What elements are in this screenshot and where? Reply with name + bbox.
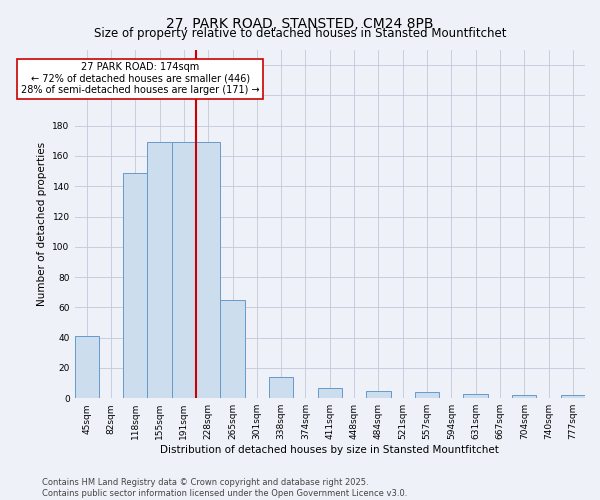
X-axis label: Distribution of detached houses by size in Stansted Mountfitchet: Distribution of detached houses by size … [160, 445, 499, 455]
Text: Size of property relative to detached houses in Stansted Mountfitchet: Size of property relative to detached ho… [94, 28, 506, 40]
Bar [463, 394, 488, 398]
Text: 27 PARK ROAD: 174sqm
← 72% of detached houses are smaller (446)
28% of semi-deta: 27 PARK ROAD: 174sqm ← 72% of detached h… [21, 62, 259, 96]
Bar [148, 142, 172, 398]
Text: 27, PARK ROAD, STANSTED, CM24 8PB: 27, PARK ROAD, STANSTED, CM24 8PB [166, 18, 434, 32]
Bar [74, 336, 99, 398]
Bar [123, 172, 148, 398]
Bar [560, 395, 585, 398]
Y-axis label: Number of detached properties: Number of detached properties [37, 142, 47, 306]
Bar [366, 390, 391, 398]
Bar [269, 377, 293, 398]
Bar [196, 142, 220, 398]
Text: Contains HM Land Registry data © Crown copyright and database right 2025.
Contai: Contains HM Land Registry data © Crown c… [42, 478, 407, 498]
Bar [220, 300, 245, 398]
Bar [172, 142, 196, 398]
Bar [415, 392, 439, 398]
Bar [317, 388, 342, 398]
Bar [512, 395, 536, 398]
